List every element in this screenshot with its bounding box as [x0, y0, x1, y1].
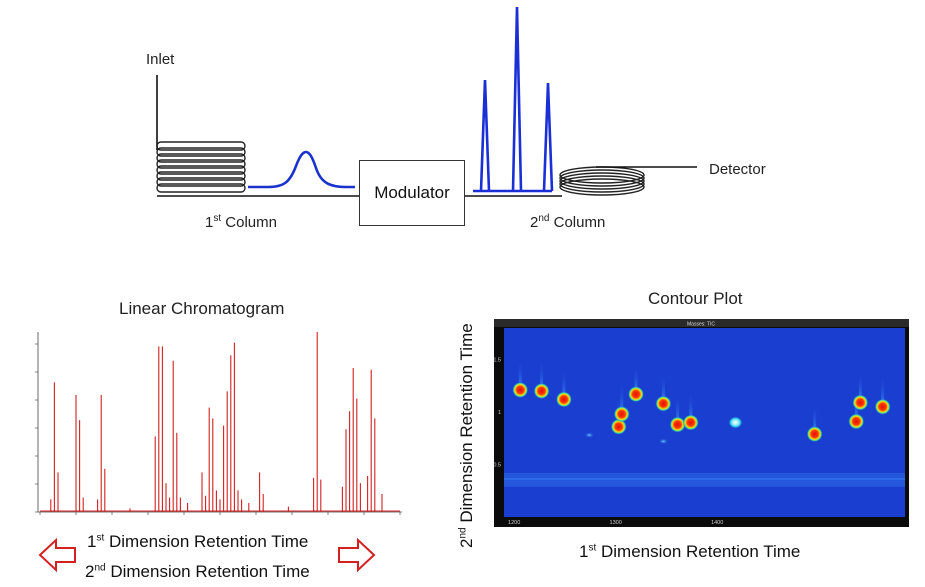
- linear-chromatogram-title: Linear Chromatogram: [119, 299, 285, 318]
- contour-spot: [669, 416, 686, 433]
- contour-spot-tail: [562, 369, 566, 400]
- detector-label: Detector: [709, 161, 766, 178]
- contour-x-tick-label: 1400: [711, 520, 723, 526]
- contour-spot-tail: [858, 372, 862, 403]
- linear-x-axis-label-1: 1st Dimension Retention Time: [87, 532, 309, 551]
- contour-ticks: 1200 1300 1400 0.5 1 1.5: [493, 358, 723, 527]
- contour-spot: [584, 432, 595, 439]
- contour-spot-tail: [689, 392, 693, 423]
- inlet-label: Inlet: [146, 51, 175, 68]
- contour-y-tick-label: 1.5: [494, 358, 501, 364]
- contour-baseline-band: [504, 473, 905, 487]
- contour-plot-frame: Masses: TIC 1200 1300 1400 0.5 1 1.5: [493, 319, 909, 527]
- contour-spot-tail: [634, 364, 638, 395]
- contour-spot: [682, 414, 699, 431]
- contour-spot-tail: [661, 373, 665, 404]
- contour-spot: [613, 406, 630, 423]
- contour-spot: [658, 438, 669, 445]
- contour-spot: [655, 395, 672, 412]
- linear-x-axis-label-2: 2nd Dimension Retention Time: [85, 562, 310, 581]
- modulator-box: Modulator: [359, 160, 465, 226]
- contour-header-bar: [494, 319, 909, 327]
- contour-x-tick-label: 1200: [508, 520, 520, 526]
- contour-plot-area: [504, 328, 905, 517]
- contour-spot: [806, 426, 823, 443]
- linear-chromatogram-axes: [37, 332, 402, 513]
- left-arrow-icon: [38, 537, 76, 573]
- contour-header-text: Masses: TIC: [687, 322, 715, 328]
- linear-chromatogram-trace: [40, 332, 400, 512]
- contour-spot: [555, 391, 572, 408]
- contour-spot: [728, 416, 743, 429]
- right-arrow-icon: [338, 537, 376, 573]
- linear-chromatogram-ticks: [35, 343, 401, 515]
- contour-spot-tail: [813, 404, 817, 435]
- contour-plot: Masses: TIC 1200 1300 1400 0.5 1 1.5: [493, 319, 909, 527]
- modulator-label: Modulator: [374, 183, 450, 202]
- contour-spot: [848, 413, 865, 430]
- first-column-label: 1st Column: [205, 213, 277, 232]
- contour-spot-tail: [518, 359, 522, 390]
- contour-plot-title: Contour Plot: [648, 289, 743, 308]
- first-column-coil: [156, 141, 246, 193]
- contour-x-tick-label: 1300: [610, 520, 622, 526]
- contour-spots: [512, 359, 891, 445]
- gcxgc-schematic: [156, 6, 697, 197]
- contour-spot: [610, 418, 627, 435]
- contour-y-tick-label: 0.5: [494, 463, 501, 469]
- contour-spot-tail: [540, 361, 544, 391]
- contour-spot: [852, 394, 869, 411]
- contour-spot: [874, 398, 891, 415]
- second-dimension-peaks: [473, 6, 554, 193]
- contour-spot-tail: [676, 394, 680, 425]
- contour-spot-tail: [620, 384, 624, 415]
- first-dimension-peak: [248, 150, 355, 189]
- linear-chromatogram-plot: [35, 332, 402, 515]
- second-column-coil: [559, 166, 645, 196]
- contour-spot: [533, 383, 550, 399]
- contour-y-tick-label: 1: [498, 410, 501, 416]
- contour-x-axis-label: 1st Dimension Retention Time: [579, 542, 801, 561]
- second-column-label: 2nd Column: [530, 213, 606, 232]
- contour-spot: [512, 381, 529, 398]
- contour-y-axis-label: 2nd Dimension Retention Time: [457, 323, 476, 548]
- contour-spot: [627, 386, 644, 403]
- contour-spot-tail: [881, 376, 885, 407]
